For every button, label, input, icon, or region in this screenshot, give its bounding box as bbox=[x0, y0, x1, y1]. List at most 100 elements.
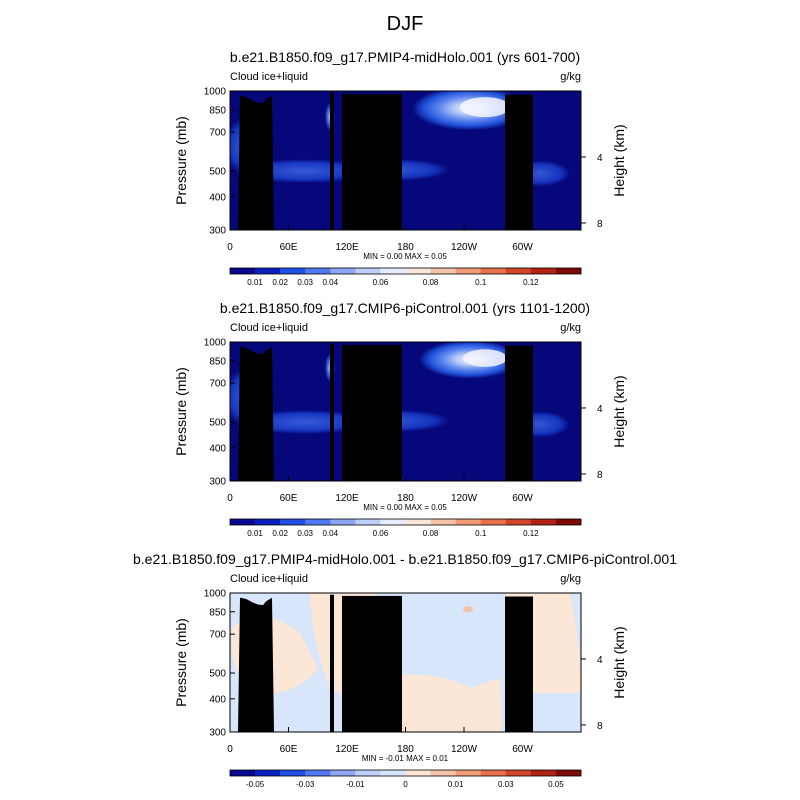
y-tick-label: 300 bbox=[209, 728, 226, 739]
colorbar-tick-label: -0.05 bbox=[246, 780, 265, 789]
height-tick-label: 8 bbox=[597, 470, 603, 481]
colorbar-box bbox=[505, 268, 532, 274]
orography-indonesia bbox=[330, 343, 334, 481]
colorbar-box bbox=[405, 770, 431, 776]
colorbar-box bbox=[355, 519, 381, 525]
height-tick-label: 8 bbox=[597, 219, 603, 230]
colorbar-tick-label: -0.03 bbox=[296, 780, 315, 789]
y-tick-label: 850 bbox=[209, 356, 226, 367]
y-axis-title: Pressure (mb) bbox=[173, 116, 189, 205]
colorbar-frame bbox=[229, 267, 582, 275]
colorbar-box bbox=[480, 770, 507, 776]
y-tick-label: 700 bbox=[209, 630, 226, 641]
stratocumulus-core bbox=[460, 97, 510, 118]
y-tick-label: 400 bbox=[209, 443, 226, 454]
colorbar-tick-label: 0.05 bbox=[548, 780, 564, 789]
orography-andes bbox=[505, 596, 533, 732]
y-tick-label: 500 bbox=[209, 167, 226, 178]
x-tick-label: 60W bbox=[512, 493, 533, 504]
orography-maritime bbox=[342, 344, 402, 481]
x-tick-label: 120E bbox=[335, 242, 359, 253]
y-tick-label: 850 bbox=[209, 607, 226, 618]
units-label: g/kg bbox=[560, 573, 581, 585]
colorbar-frame bbox=[229, 518, 582, 526]
colorbar-box bbox=[305, 268, 331, 274]
colorbar-box bbox=[280, 519, 306, 525]
colorbar-tick-label: 0.01 bbox=[448, 780, 464, 789]
colorbar-box bbox=[230, 519, 256, 525]
colorbar: 0.01 0.02 0.03 0.04 0.06 0.08 0.1 0.12 bbox=[229, 518, 582, 538]
colorbar-tick-label: 0.12 bbox=[523, 529, 539, 538]
x-tick-label: 60W bbox=[512, 242, 533, 253]
colorbar-box bbox=[480, 519, 507, 525]
y-tick-label: 300 bbox=[209, 477, 226, 488]
x-tick-label: 120W bbox=[451, 493, 478, 504]
y-tick-label: 1000 bbox=[204, 338, 227, 349]
colorbar-box bbox=[280, 268, 306, 274]
x-tick-label: 60E bbox=[280, 744, 298, 755]
colorbar-box bbox=[505, 770, 532, 776]
colorbar-tick-label: 0.04 bbox=[322, 278, 338, 287]
y-tick-label: 700 bbox=[209, 128, 226, 139]
colorbar-tick-label: -0.01 bbox=[346, 780, 365, 789]
orography-maritime bbox=[342, 93, 402, 230]
orography-indonesia bbox=[330, 594, 334, 732]
x-tick-label: 120W bbox=[451, 744, 478, 755]
variable-label: Cloud ice+liquid bbox=[230, 573, 308, 585]
height-tick-label: 4 bbox=[597, 153, 603, 164]
x-tick-label: 120E bbox=[335, 744, 359, 755]
height-tick-label: 8 bbox=[597, 721, 603, 732]
variable-label: Cloud ice+liquid bbox=[230, 71, 308, 83]
colorbar-box bbox=[380, 770, 406, 776]
orography-himalaya bbox=[238, 346, 274, 481]
colorbar-box bbox=[355, 770, 381, 776]
y-tick-label: 850 bbox=[209, 105, 226, 116]
orography-maritime bbox=[342, 595, 402, 732]
colorbar: 0.01 0.02 0.03 0.04 0.06 0.08 0.1 0.12 bbox=[229, 267, 582, 287]
colorbar-box bbox=[455, 268, 482, 274]
y-tick-label: 300 bbox=[209, 226, 226, 237]
height-tick-label: 4 bbox=[597, 404, 603, 415]
colorbar: -0.05 -0.03 -0.01 0 0.01 0.03 0.05 bbox=[229, 769, 582, 789]
orography-himalaya bbox=[238, 95, 274, 230]
colorbar-tick-label: 0.12 bbox=[523, 278, 539, 287]
colorbar-box bbox=[555, 770, 582, 776]
min-max-stats: MIN = 0.00 MAX = 0.05 bbox=[363, 503, 447, 512]
x-tick-label: 0 bbox=[227, 744, 233, 755]
x-tick-label: 180 bbox=[397, 493, 414, 504]
colorbar-box bbox=[430, 770, 456, 776]
colorbar-tick-label: 0.01 bbox=[247, 278, 263, 287]
units-label: g/kg bbox=[560, 322, 581, 334]
orography-andes bbox=[505, 94, 533, 231]
x-tick-label: 120W bbox=[451, 242, 478, 253]
min-max-stats: MIN = 0.00 MAX = 0.05 bbox=[363, 252, 447, 261]
colorbar-tick-label: 0.03 bbox=[297, 278, 313, 287]
orography-indonesia bbox=[330, 92, 334, 230]
colorbar-box bbox=[230, 770, 256, 776]
colorbar-tick-label: 0.06 bbox=[373, 278, 389, 287]
panel-title: b.e21.B1850.f09_g17.PMIP4-midHolo.001 (y… bbox=[230, 49, 580, 65]
colorbar-box bbox=[255, 268, 281, 274]
colorbar-box bbox=[330, 519, 356, 525]
orography-himalaya bbox=[238, 597, 274, 732]
colorbar-tick-label: 0.08 bbox=[423, 278, 439, 287]
colorbar-tick-label: 0.08 bbox=[423, 529, 439, 538]
colorbar-box bbox=[355, 268, 381, 274]
colorbar-tick-label: 0.03 bbox=[297, 529, 313, 538]
x-tick-label: 0 bbox=[227, 493, 233, 504]
colorbar-tick-label: 0.02 bbox=[272, 278, 288, 287]
colorbar-box bbox=[330, 770, 356, 776]
x-tick-label: 60W bbox=[512, 744, 533, 755]
colorbar-box bbox=[455, 770, 482, 776]
colorbar-box bbox=[530, 519, 557, 525]
y-axis-title: Pressure (mb) bbox=[173, 367, 189, 456]
min-max-stats: MIN = -0.01 MAX = 0.01 bbox=[362, 754, 449, 763]
stratocumulus-core bbox=[463, 349, 507, 367]
colorbar-box bbox=[480, 268, 507, 274]
colorbar-frame bbox=[229, 769, 582, 777]
colorbar-box bbox=[530, 268, 557, 274]
colorbar-box bbox=[530, 770, 557, 776]
y-tick-label: 400 bbox=[209, 192, 226, 203]
y-tick-label: 1000 bbox=[204, 589, 227, 600]
